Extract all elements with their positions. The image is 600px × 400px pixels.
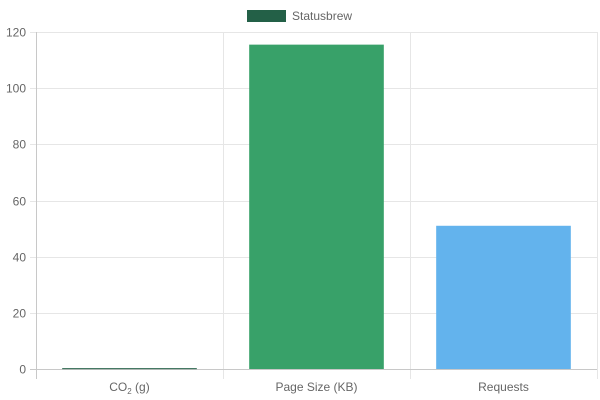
x-axis: CO2 (g) Page Size (KB) Requests	[30, 369, 597, 396]
y-tick-label: 0	[19, 363, 26, 377]
bar[interactable]	[249, 44, 384, 369]
x-tick-label-text: CO	[109, 380, 127, 394]
bars	[62, 44, 571, 370]
y-tick-label: 120	[6, 26, 26, 40]
x-tick-label-subscript: 2	[127, 387, 132, 396]
x-tick-label-text: Page Size (KB)	[275, 380, 357, 394]
legend[interactable]: Statusbrew	[247, 9, 352, 23]
legend-label: Statusbrew	[292, 9, 352, 23]
x-tick-label: Page Size (KB)	[275, 380, 357, 394]
y-axis: 0 20 40 60 80 100 120	[6, 26, 37, 379]
x-tick-label: Requests	[478, 380, 529, 394]
bar[interactable]	[436, 225, 571, 369]
y-tick-label: 60	[13, 195, 27, 209]
y-tick-label: 100	[6, 82, 26, 96]
legend-swatch	[247, 10, 286, 22]
bar[interactable]	[62, 368, 197, 370]
x-tick-label-suffix: (g)	[132, 380, 150, 394]
y-tick-label: 20	[13, 307, 27, 321]
x-tick-label: CO2 (g)	[109, 380, 149, 396]
x-tick-label-text: Requests	[478, 380, 529, 394]
y-tick-label: 40	[13, 251, 27, 265]
y-tick-label: 80	[13, 138, 27, 152]
